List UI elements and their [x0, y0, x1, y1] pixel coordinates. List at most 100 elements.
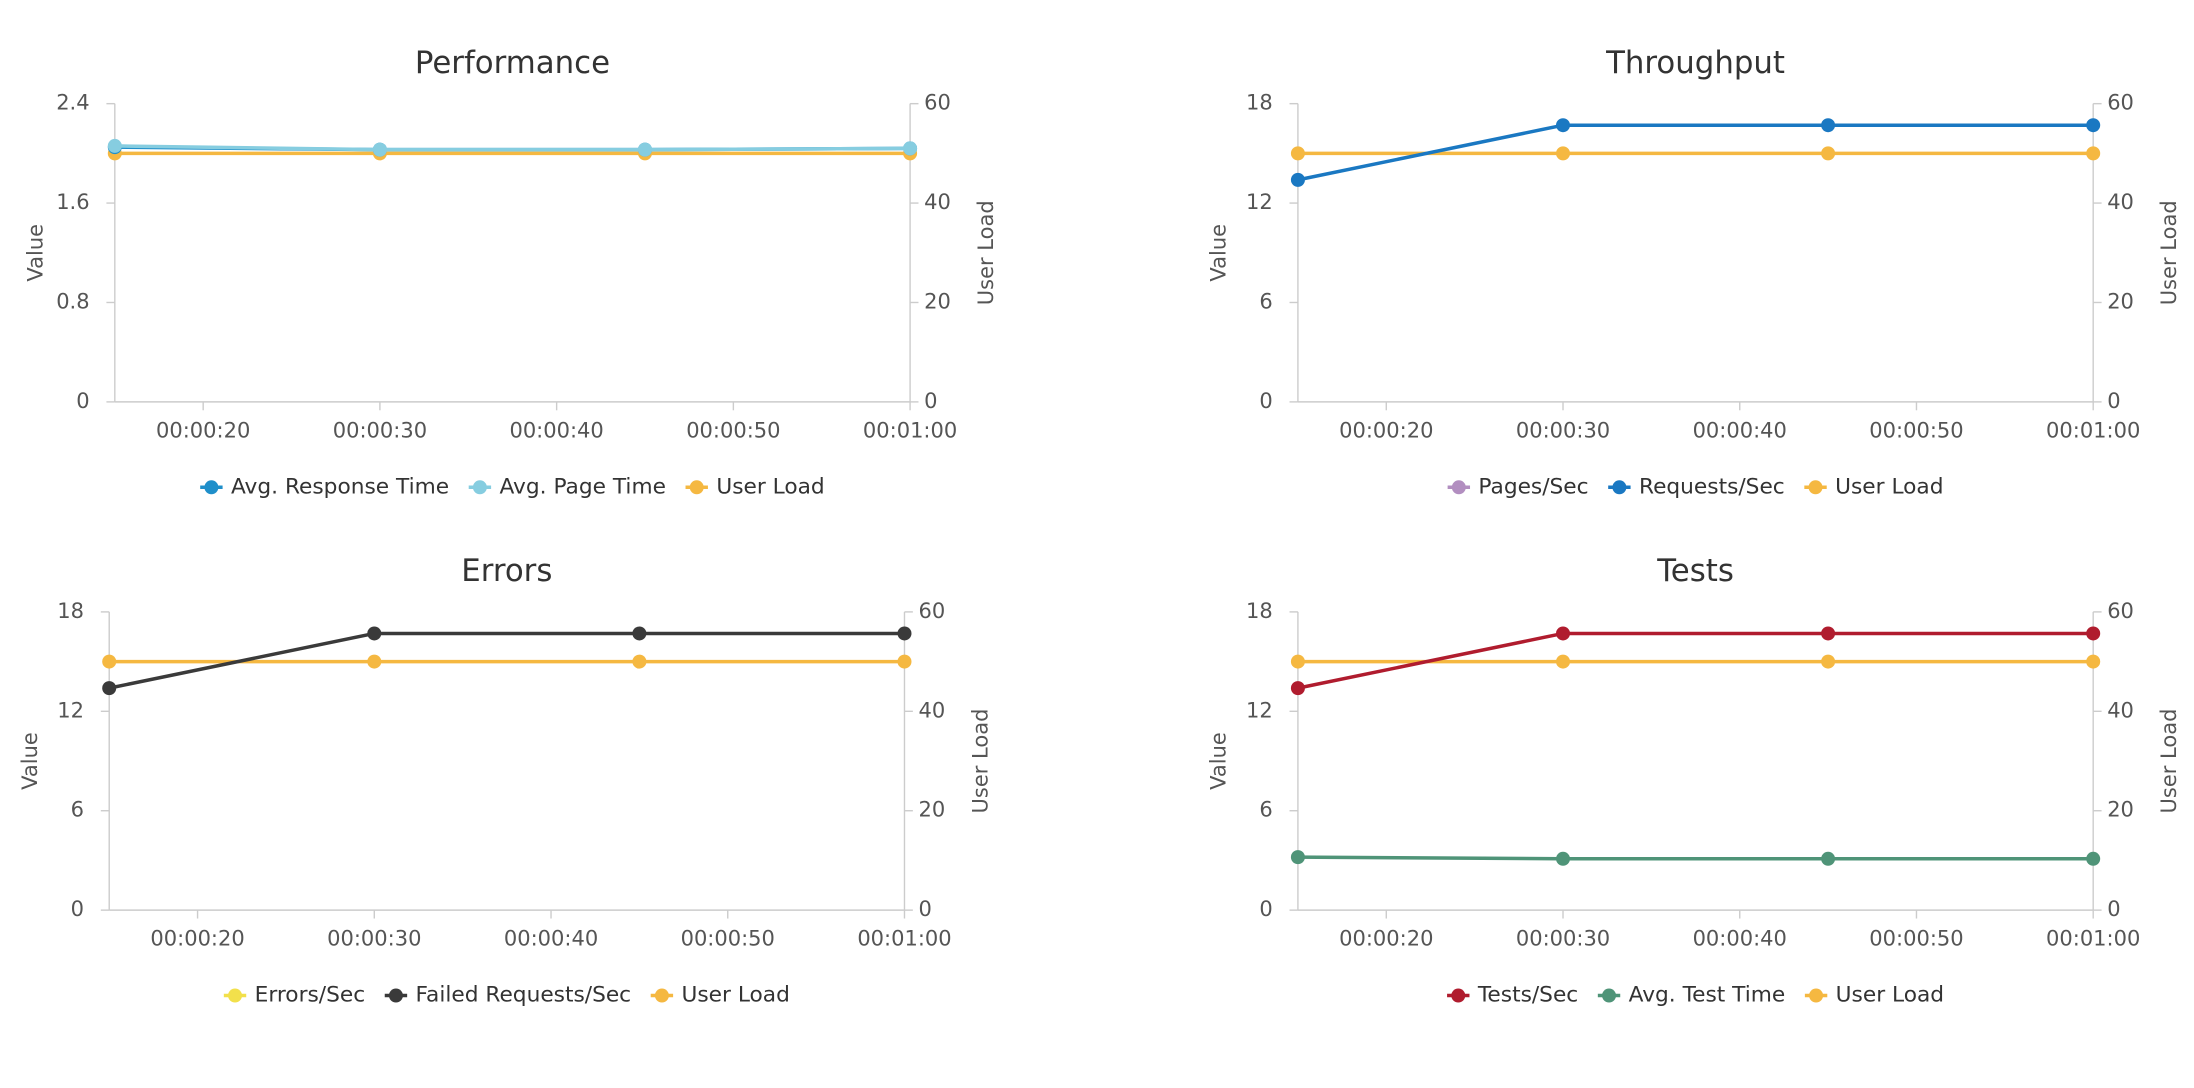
y2-tick-label: 60 — [924, 91, 951, 115]
y2-tick-label: 0 — [918, 897, 931, 921]
x-tick-label: 00:00:40 — [1693, 927, 1787, 951]
chart-title: Tests — [1656, 553, 1734, 589]
legend-marker — [1809, 988, 1824, 1003]
y2-tick-label: 40 — [918, 698, 945, 722]
data-point — [2086, 654, 2101, 669]
legend-label: Avg. Response Time — [231, 474, 449, 499]
y-tick-label: 1.6 — [56, 190, 89, 214]
legend-label: Requests/Sec — [1639, 474, 1785, 499]
series-line — [108, 631, 905, 690]
legend-label: User Load — [1835, 474, 1943, 499]
legend: Avg. Response Time Avg. Page Time User Loa… — [200, 474, 825, 499]
data-point — [1290, 681, 1305, 696]
x-tick-label: 00:00:20 — [150, 927, 244, 951]
data-point — [637, 142, 652, 157]
legend: Tests/Sec Avg. Test Time User Load — [1447, 983, 1944, 1008]
y-tick-label: 0.8 — [56, 289, 89, 313]
data-point — [2086, 118, 2101, 133]
y-tick-label: 0 — [71, 897, 84, 921]
legend-item: Tests/Sec — [1447, 983, 1578, 1008]
series-line — [1297, 123, 2094, 182]
legend-item: Pages/Sec — [1447, 474, 1589, 499]
y2-tick-label: 20 — [924, 289, 951, 313]
legend-item: Requests/Sec — [1608, 474, 1785, 499]
y2-axis-label: User Load — [974, 200, 998, 305]
x-tick-label: 00:00:40 — [509, 418, 603, 442]
data-point — [107, 138, 122, 153]
data-point — [1556, 626, 1571, 641]
y-tick-label: 18 — [1246, 599, 1273, 623]
legend-marker — [472, 480, 487, 495]
legend-marker — [689, 480, 704, 495]
data-point — [2086, 851, 2101, 866]
y2-tick-label: 0 — [2107, 389, 2120, 413]
y-axis-label: Value — [1207, 224, 1231, 282]
chart-title: Errors — [461, 553, 552, 589]
legend-item: Avg. Page Time — [468, 474, 666, 499]
legend-item: User Load — [685, 474, 825, 499]
y-axis-label: Value — [18, 732, 42, 790]
x-tick-label: 00:00:30 — [327, 927, 421, 951]
y-tick-label: 12 — [57, 698, 84, 722]
data-point — [1290, 146, 1305, 161]
y2-tick-label: 60 — [2107, 91, 2134, 115]
data-point — [1821, 626, 1836, 641]
legend-marker — [204, 480, 219, 495]
legend-item: User Load — [650, 983, 790, 1008]
y2-tick-label: 20 — [2107, 798, 2134, 822]
y2-tick-label: 60 — [918, 599, 945, 623]
y2-axis-label: User Load — [968, 709, 992, 814]
chart-panel: Errors 0 6 12 18 0 20 40 60 00:00:20 00:00:30 00:00… — [18, 553, 993, 1007]
legend-label: Tests/Sec — [1477, 983, 1578, 1008]
legend-label: Errors/Sec — [255, 983, 366, 1008]
legend-label: Avg. Test Time — [1629, 983, 1786, 1008]
x-tick-label: 00:01:00 — [2046, 927, 2140, 951]
y-tick-label: 12 — [1246, 698, 1273, 722]
x-tick-label: 00:00:50 — [1869, 418, 1963, 442]
legend-label: User Load — [716, 474, 824, 499]
data-point — [1290, 654, 1305, 669]
y-tick-label: 18 — [57, 599, 84, 623]
chart-title: Throughput — [1605, 45, 1785, 81]
data-point — [897, 626, 912, 641]
y-tick-label: 0 — [1259, 389, 1272, 413]
y2-axis-label: User Load — [2157, 200, 2181, 305]
legend-item: Avg. Test Time — [1597, 983, 1786, 1008]
data-point — [1556, 146, 1571, 161]
x-tick-label: 00:00:50 — [1869, 927, 1963, 951]
data-point — [102, 681, 117, 696]
y-tick-label: 0 — [1259, 897, 1272, 921]
y-axis-label: Value — [1207, 732, 1231, 790]
x-tick-label: 00:01:00 — [2046, 418, 2140, 442]
y-axis-label: Value — [23, 224, 47, 282]
y-tick-label: 6 — [1259, 289, 1272, 313]
legend-label: User Load — [682, 983, 790, 1008]
data-point — [1821, 654, 1836, 669]
series-line — [114, 144, 911, 152]
data-point — [632, 626, 647, 641]
chart-panel: Tests 0 6 12 18 0 20 40 60 00:00:20 00:00:30 00:00:… — [1207, 553, 2182, 1007]
data-point — [2086, 626, 2101, 641]
x-tick-label: 00:00:30 — [1516, 418, 1610, 442]
legend-marker — [228, 988, 243, 1003]
legend-item: Errors/Sec — [223, 983, 366, 1008]
data-point — [897, 654, 912, 669]
x-tick-label: 00:00:20 — [1339, 418, 1433, 442]
data-point — [367, 654, 382, 669]
y2-tick-label: 0 — [924, 389, 937, 413]
y-tick-label: 6 — [71, 798, 84, 822]
legend-label: Failed Requests/Sec — [416, 983, 632, 1008]
legend: Errors/Sec Failed Requests/Sec User Load — [223, 983, 790, 1008]
series-line — [1297, 855, 2094, 861]
legend-item: User Load — [1804, 474, 1943, 499]
y2-tick-label: 40 — [2107, 190, 2134, 214]
data-point — [367, 626, 382, 641]
x-tick-label: 00:00:40 — [504, 927, 598, 951]
legend-label: Avg. Page Time — [499, 474, 665, 499]
data-point — [1290, 172, 1305, 187]
legend-label: User Load — [1836, 983, 1944, 1008]
y-tick-label: 0 — [76, 389, 89, 413]
y2-tick-label: 40 — [924, 190, 951, 214]
data-point — [102, 654, 117, 669]
y-tick-label: 12 — [1246, 190, 1273, 214]
